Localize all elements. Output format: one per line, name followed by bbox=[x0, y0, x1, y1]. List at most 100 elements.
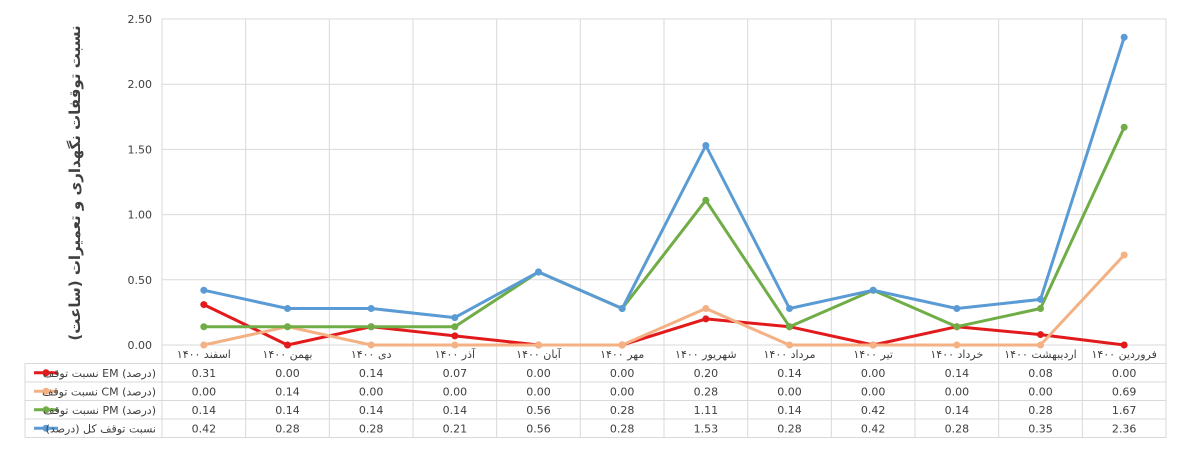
data-label: 0.28 bbox=[359, 422, 384, 435]
data-point bbox=[367, 323, 375, 331]
data-point bbox=[786, 323, 793, 331]
y-tick-label: 2.50 bbox=[128, 13, 153, 26]
legend-key-marker bbox=[42, 424, 50, 432]
x-tick-label: اردیبهشت ۱۴۰۰ bbox=[1004, 348, 1076, 361]
series-line bbox=[203, 253, 1126, 347]
data-label: 0.14 bbox=[275, 385, 300, 398]
data-label: 0.69 bbox=[1112, 385, 1137, 398]
data-point bbox=[953, 341, 961, 349]
data-point bbox=[618, 304, 626, 312]
data-point bbox=[786, 341, 793, 349]
data-point bbox=[284, 341, 291, 349]
series-line bbox=[203, 303, 1125, 347]
x-tick-label: مرداد ۱۴۰۰ bbox=[764, 348, 816, 361]
data-label: 0.14 bbox=[192, 404, 217, 417]
data-label: 0.31 bbox=[192, 367, 217, 380]
data-label: 0.21 bbox=[443, 422, 468, 435]
x-tick-label: آبان ۱۴۰۰ bbox=[516, 347, 562, 361]
data-point bbox=[702, 304, 710, 312]
y-axis-title: نسبت توقفات نگهداری و تعمیرات (ساعت) bbox=[66, 25, 84, 340]
data-point bbox=[200, 301, 208, 309]
y-tick-label: 2.00 bbox=[128, 78, 153, 91]
legend-entry: نسبت توقف کل (درصد) bbox=[46, 422, 156, 435]
data-label: 1.53 bbox=[694, 422, 719, 435]
data-label: 0.42 bbox=[861, 404, 886, 417]
data-label: 0.14 bbox=[945, 367, 970, 380]
data-label: 0.00 bbox=[526, 385, 551, 398]
data-label: 0.28 bbox=[777, 422, 802, 435]
data-point bbox=[786, 304, 793, 312]
y-tick-label: 1.00 bbox=[128, 209, 153, 222]
data-point bbox=[451, 314, 459, 322]
data-point bbox=[1120, 33, 1128, 41]
y-axis-ticks: 0.00 0.50 1.00 1.50 2.00 2.50 bbox=[128, 13, 153, 352]
data-label: 0.14 bbox=[777, 404, 802, 417]
data-label: 0.20 bbox=[694, 367, 719, 380]
data-point bbox=[1037, 304, 1044, 312]
data-table: فروردین ۱۴۰۰ اردیبهشت ۱۴۰۰ خرداد ۱۴۰۰ تیر ۱… bbox=[24, 344, 1167, 438]
data-label: 0.00 bbox=[1028, 385, 1053, 398]
data-point bbox=[1037, 331, 1044, 339]
data-point bbox=[702, 315, 710, 323]
data-label: 0.28 bbox=[610, 404, 635, 417]
data-label: 0.42 bbox=[861, 422, 886, 435]
data-label: 0.42 bbox=[192, 422, 217, 435]
data-point bbox=[367, 304, 375, 312]
series-line bbox=[203, 36, 1126, 320]
data-point bbox=[1120, 123, 1128, 131]
legend-key-marker bbox=[42, 387, 50, 395]
legend-entry: نسبت توقف CM (درصد) bbox=[42, 385, 156, 398]
data-label: 0.56 bbox=[526, 422, 551, 435]
data-point bbox=[451, 323, 459, 331]
y-tick-label: 0.00 bbox=[128, 339, 153, 352]
legend-key-marker bbox=[42, 369, 50, 377]
series-group bbox=[200, 33, 1128, 322]
data-label: 0.28 bbox=[694, 385, 719, 398]
x-tick-label: بهمن ۱۴۰۰ bbox=[262, 348, 312, 361]
data-label: 0.28 bbox=[610, 422, 635, 435]
data-label: 0.00 bbox=[861, 385, 886, 398]
data-point bbox=[1120, 251, 1128, 259]
data-point bbox=[200, 341, 208, 349]
data-label: 0.14 bbox=[359, 367, 384, 380]
data-point bbox=[702, 196, 710, 204]
data-point bbox=[953, 323, 961, 331]
data-label: 0.28 bbox=[945, 422, 970, 435]
legend-entry: نسبت توقف PM (درصد) bbox=[43, 404, 156, 417]
data-label: 0.28 bbox=[275, 422, 300, 435]
data-label: 0.14 bbox=[945, 404, 970, 417]
data-label: 1.11 bbox=[694, 404, 719, 417]
chart-series bbox=[200, 33, 1128, 349]
data-label: 0.35 bbox=[1028, 422, 1053, 435]
data-point bbox=[367, 341, 375, 349]
data-point bbox=[1037, 295, 1044, 303]
data-label: 0.00 bbox=[526, 367, 551, 380]
data-label: 0.56 bbox=[526, 404, 551, 417]
series-group bbox=[200, 251, 1128, 349]
data-label: 0.08 bbox=[1028, 367, 1053, 380]
data-point bbox=[451, 341, 459, 349]
data-point bbox=[869, 341, 877, 349]
data-point bbox=[702, 141, 710, 149]
data-point bbox=[284, 304, 291, 312]
data-label: 0.00 bbox=[777, 385, 802, 398]
chart-gridlines bbox=[161, 18, 1167, 346]
data-label: 0.28 bbox=[1028, 404, 1053, 417]
data-point bbox=[535, 341, 542, 349]
legend-entry: نسبت توقف EM (درصد) bbox=[43, 367, 156, 380]
data-label: 0.00 bbox=[192, 385, 217, 398]
data-label: 0.14 bbox=[443, 404, 468, 417]
x-tick-label: مهر ۱۴۰۰ bbox=[600, 348, 644, 361]
data-label: 0.00 bbox=[275, 367, 300, 380]
data-label: 0.14 bbox=[777, 367, 802, 380]
data-label: 0.00 bbox=[861, 367, 886, 380]
data-label: 0.00 bbox=[945, 385, 970, 398]
x-tick-label: آذر ۱۴۰۰ bbox=[435, 347, 476, 361]
x-tick-label: شهریور ۱۴۰۰ bbox=[675, 348, 737, 361]
data-label: 2.36 bbox=[1112, 422, 1137, 435]
data-point bbox=[1120, 341, 1128, 349]
data-label: 1.67 bbox=[1112, 404, 1137, 417]
data-point bbox=[200, 323, 208, 331]
x-tick-label: خرداد ۱۴۰۰ bbox=[930, 348, 983, 361]
x-tick-label: دی ۱۴۰۰ bbox=[351, 348, 392, 361]
